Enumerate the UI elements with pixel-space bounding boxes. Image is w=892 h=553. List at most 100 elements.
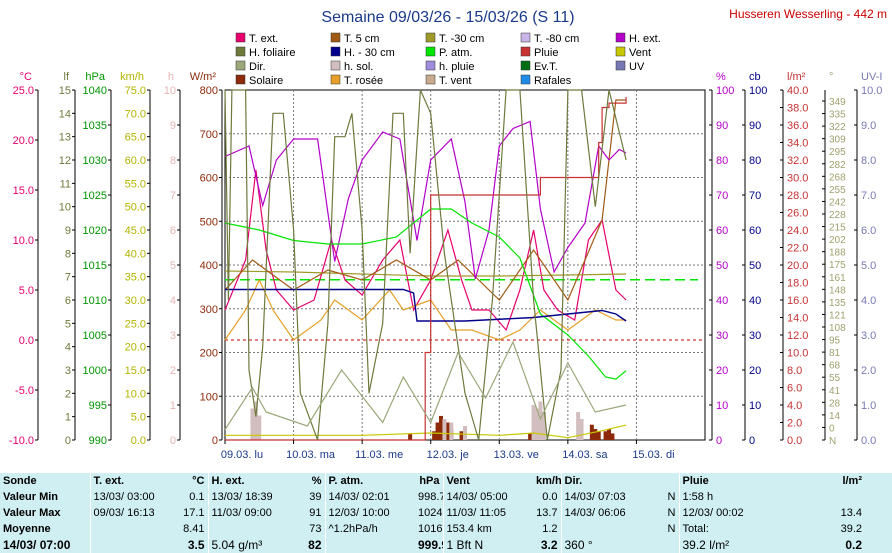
tick-label: 60.0 — [125, 155, 146, 167]
tick-label: 6.0 — [861, 225, 876, 237]
tick-label: 7 — [65, 272, 71, 284]
bar-solaire — [408, 433, 413, 440]
tick-label: 10 — [164, 85, 176, 97]
series-hext — [224, 120, 627, 280]
legend-label-vent: Vent — [629, 47, 651, 59]
day-label: 13.03. ve — [494, 449, 539, 461]
tick-label: 68 — [829, 361, 841, 372]
summary-row-current: 14/03/ 07:00 3.5 5.04 g/m³ 82 999.9 1 Bf… — [0, 537, 892, 553]
tick-label: 255 — [829, 185, 846, 196]
axis-unit: cb — [749, 71, 761, 83]
series-dir — [224, 340, 627, 430]
legend-swatch-pluie — [520, 46, 531, 57]
tick-label: 90 — [716, 120, 728, 132]
t-ext-max-value: 17.1 — [183, 507, 205, 519]
bar-hsol — [463, 426, 467, 440]
pluie-unit: l/m² — [842, 475, 862, 487]
day-labels: 09.03. lu 10.03. ma 11.03. me 12.03. je 13.0… — [221, 440, 675, 461]
tick-label: 1030 — [83, 155, 107, 167]
bar-solaire — [607, 429, 611, 440]
vent-distance: 153.4 km — [442, 521, 533, 537]
tick-label: 13 — [59, 132, 71, 144]
tick-label: 500 — [200, 216, 218, 228]
legend-label-dir: Dir. — [249, 61, 266, 73]
bar-hsol — [442, 419, 447, 440]
row-label: Valeur Min — [3, 491, 59, 503]
tick-label: 1015 — [83, 260, 107, 272]
tick-label: 6 — [170, 225, 176, 237]
legend-label-h_foliaire: H. foliaire — [249, 47, 295, 59]
tick-label: 50 — [749, 260, 761, 272]
p-atm-max-value: 1024.1 — [418, 507, 443, 519]
tick-label: 1040 — [83, 85, 107, 97]
tick-label: 10 — [59, 202, 71, 214]
axis-unit: km/h — [120, 71, 144, 83]
summary-panel: Sonde T. ext. °C H. ext. % P. atm. hPa V… — [0, 473, 892, 553]
p-atm-current-value: 999.9 — [418, 538, 443, 552]
tick-label: 5.0 — [131, 412, 146, 424]
tick-label: 600 — [200, 173, 218, 185]
bar-solaire — [432, 431, 437, 440]
tick-label: 14.0 — [787, 313, 808, 325]
weather-chart: Semaine 09/03/26 - 15/03/26 (S 11) Husse… — [9, 7, 887, 461]
tick-label: 2.0 — [787, 418, 802, 430]
dir-max-value: N — [667, 507, 676, 519]
tick-label: 8.0 — [861, 155, 876, 167]
tick-label: 30 — [716, 330, 728, 342]
summary-row-mean: Moyenne 8.41 73 ^1.2hPa/h 1016.6 153.4 k… — [0, 521, 892, 537]
tick-label: 0.0 — [131, 435, 146, 447]
tick-label: 6.0 — [787, 383, 802, 395]
p-atm-max-time: 12/03/ 10:00 — [324, 505, 415, 521]
day-label: 10.03. ma — [286, 449, 336, 461]
bar-hsol — [541, 412, 546, 440]
row-label: 14/03/ 07:00 — [3, 538, 71, 552]
tick-label: 1010 — [83, 295, 107, 307]
tick-label: 2.0 — [861, 365, 876, 377]
tick-label: 70.0 — [125, 108, 146, 120]
tick-label: 990 — [89, 435, 107, 447]
tick-label: 400 — [200, 260, 218, 272]
legend-label-h_ext: H. ext. — [629, 33, 661, 45]
tick-label: 161 — [829, 273, 846, 284]
dir-current-value — [651, 537, 679, 553]
tick-label: 700 — [200, 129, 218, 141]
tick-label: 10.0 — [125, 388, 146, 400]
legend-label-p_atm: P. atm. — [439, 47, 472, 59]
tick-label: -10.0 — [9, 435, 34, 447]
tick-label: 100 — [716, 85, 734, 97]
tick-label: 11 — [60, 178, 71, 190]
axis-unit: °C — [20, 71, 32, 83]
h-ext-abs-humidity: 5.04 g/m³ — [207, 537, 298, 553]
legend: T. ext. T. 5 cm T. -30 cm T. -80 cm H. ext. H… — [235, 32, 661, 87]
dir-mean-value: N — [667, 523, 676, 535]
tick-label: 32.0 — [787, 155, 808, 167]
tick-label: 6 — [65, 295, 71, 307]
tick-label: -5.0 — [15, 385, 34, 397]
legend-label-pluie: Pluie — [534, 47, 558, 59]
tick-label: 200 — [200, 348, 218, 360]
line-series — [224, 89, 627, 441]
tick-label: 20 — [749, 365, 761, 377]
tick-label: 15.0 — [125, 365, 146, 377]
legend-label-t_5cm: T. 5 cm — [344, 33, 379, 45]
legend-label-t_m80: T. -80 cm — [534, 33, 579, 45]
p-atm-min-time: 14/03/ 02:01 — [324, 489, 415, 505]
tick-label: 28.0 — [787, 190, 808, 202]
tick-label: 322 — [829, 122, 846, 133]
tick-label: 3 — [65, 365, 71, 377]
bar-solaire — [603, 431, 608, 440]
tick-label: 995 — [89, 400, 107, 412]
legend-label-t_vent: T. vent — [439, 75, 471, 87]
axis-unit: % — [716, 71, 726, 83]
legend-swatch-vent — [615, 46, 626, 57]
tick-label: 215 — [829, 223, 846, 234]
legend-swatch-t_ext — [235, 32, 246, 43]
day-label: 09.03. lu — [221, 449, 263, 461]
legend-label-uv: UV — [629, 61, 645, 73]
axis-unit: hPa — [85, 71, 105, 83]
tick-label: 34.0 — [787, 138, 808, 150]
tick-label: 15 — [59, 85, 71, 97]
tick-label: 175 — [829, 260, 846, 271]
legend-label-t_m30: T. -30 cm — [439, 33, 484, 45]
legend-label-h_pluie: h. pluie — [439, 61, 474, 73]
